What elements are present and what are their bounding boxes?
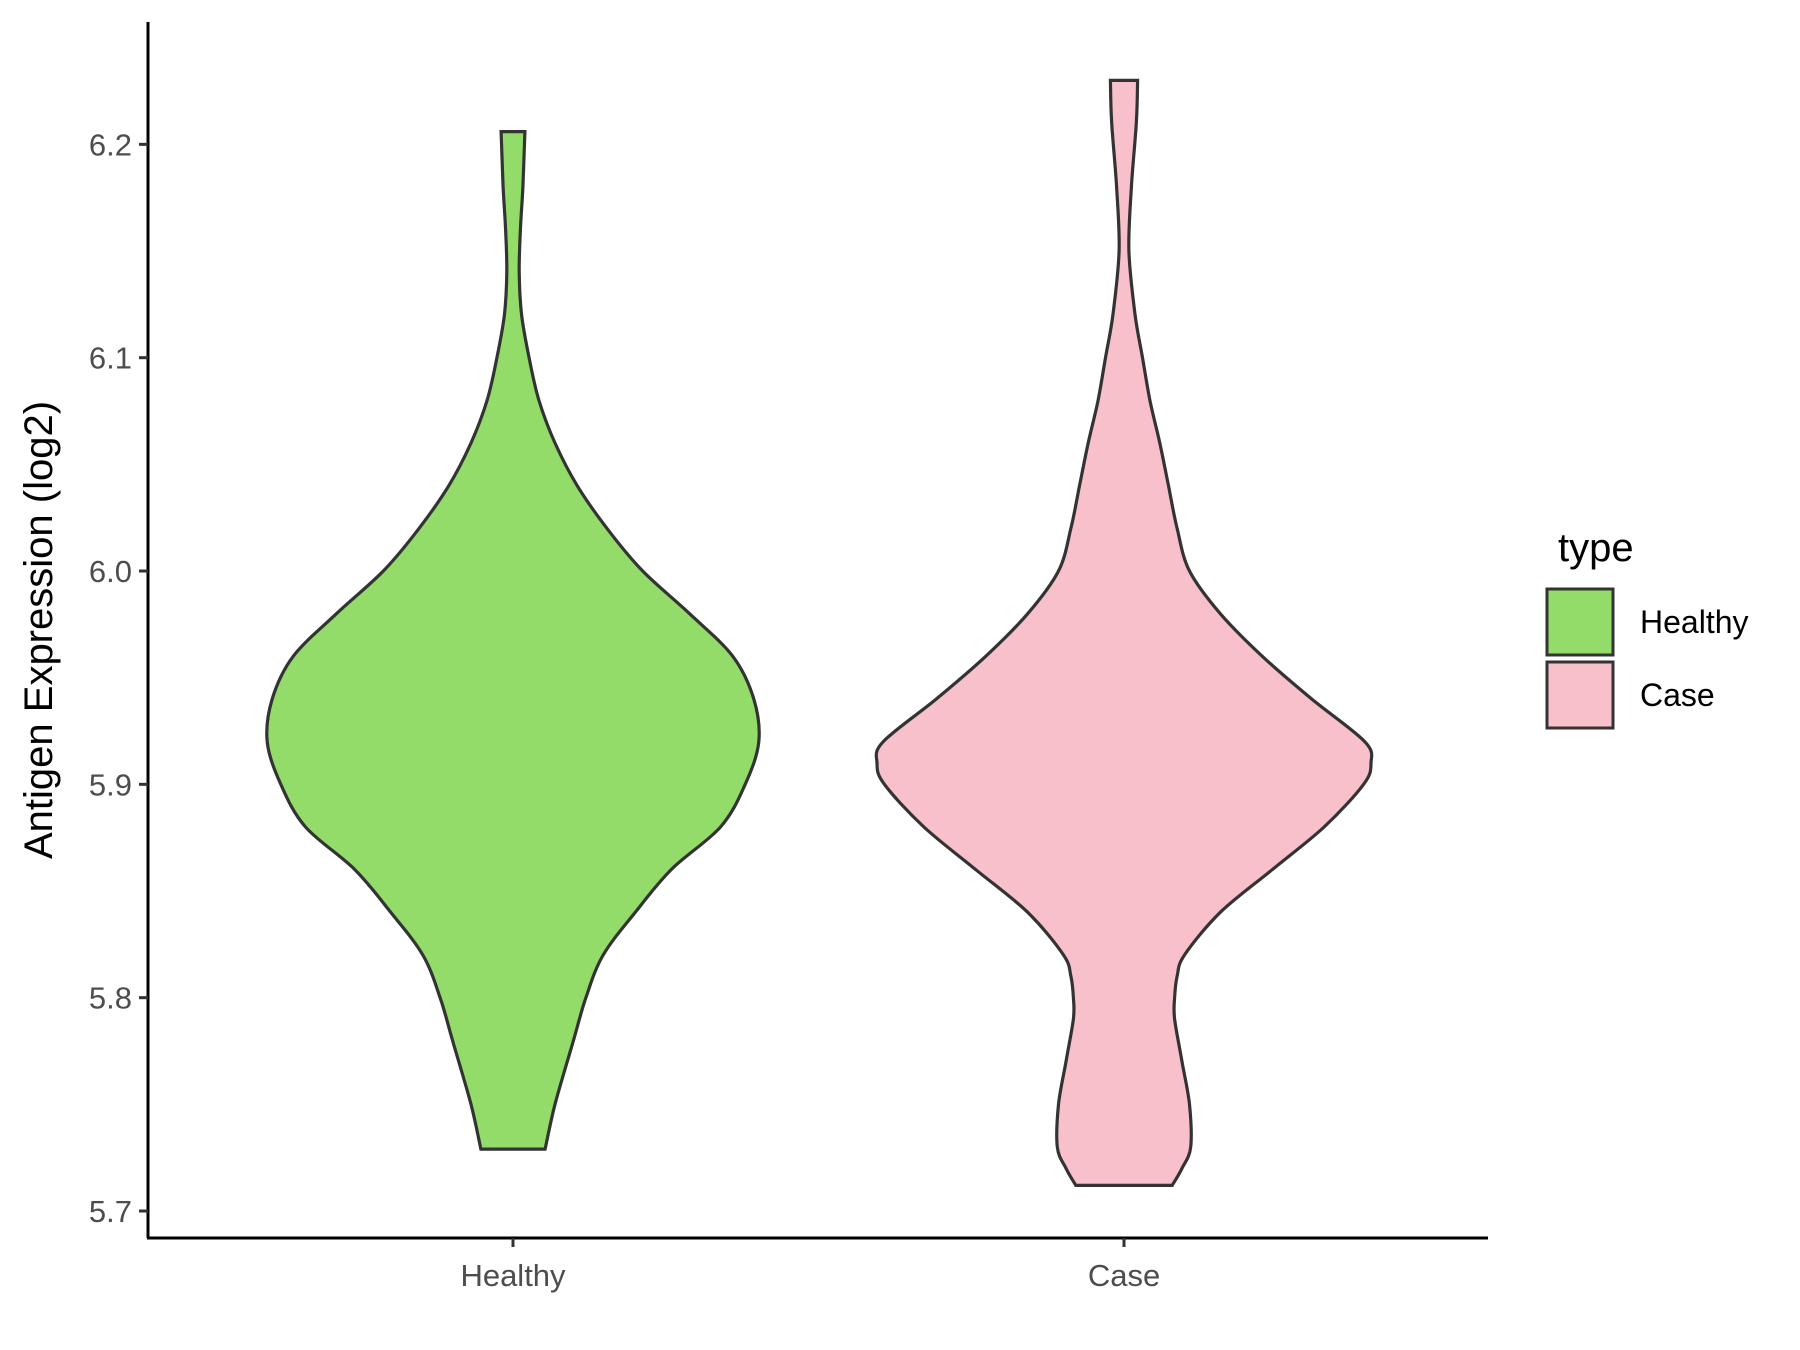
y-tick-label: 6.1 xyxy=(89,341,132,376)
legend-swatch-healthy xyxy=(1545,587,1615,657)
y-tick-label: 5.7 xyxy=(89,1194,132,1229)
legend-label-healthy: Healthy xyxy=(1640,604,1749,640)
x-tick-label: Case xyxy=(1088,1258,1160,1293)
y-tick-label: 6.2 xyxy=(89,127,132,162)
violin-case xyxy=(874,78,1374,1187)
legend: type Healthy Case xyxy=(1545,526,1749,730)
y-axis-title: Antigen Expression (log2) xyxy=(17,401,61,859)
y-tick-label: 5.9 xyxy=(89,767,132,802)
legend-items: Healthy Case xyxy=(1545,587,1749,730)
x-tick-label: Healthy xyxy=(460,1258,566,1293)
legend-title: type xyxy=(1558,526,1634,570)
y-tick-label: 5.8 xyxy=(89,981,132,1016)
y-axis-ticks: 5.7 5.8 5.9 6.0 6.1 6.2 xyxy=(89,127,148,1229)
x-axis-ticks: Healthy Case xyxy=(460,1238,1160,1293)
violin-healthy xyxy=(265,130,761,1151)
y-tick-label: 6.0 xyxy=(89,554,132,589)
violin-layer xyxy=(265,78,1374,1187)
legend-swatch-case xyxy=(1545,660,1615,730)
legend-label-case: Case xyxy=(1640,677,1715,713)
